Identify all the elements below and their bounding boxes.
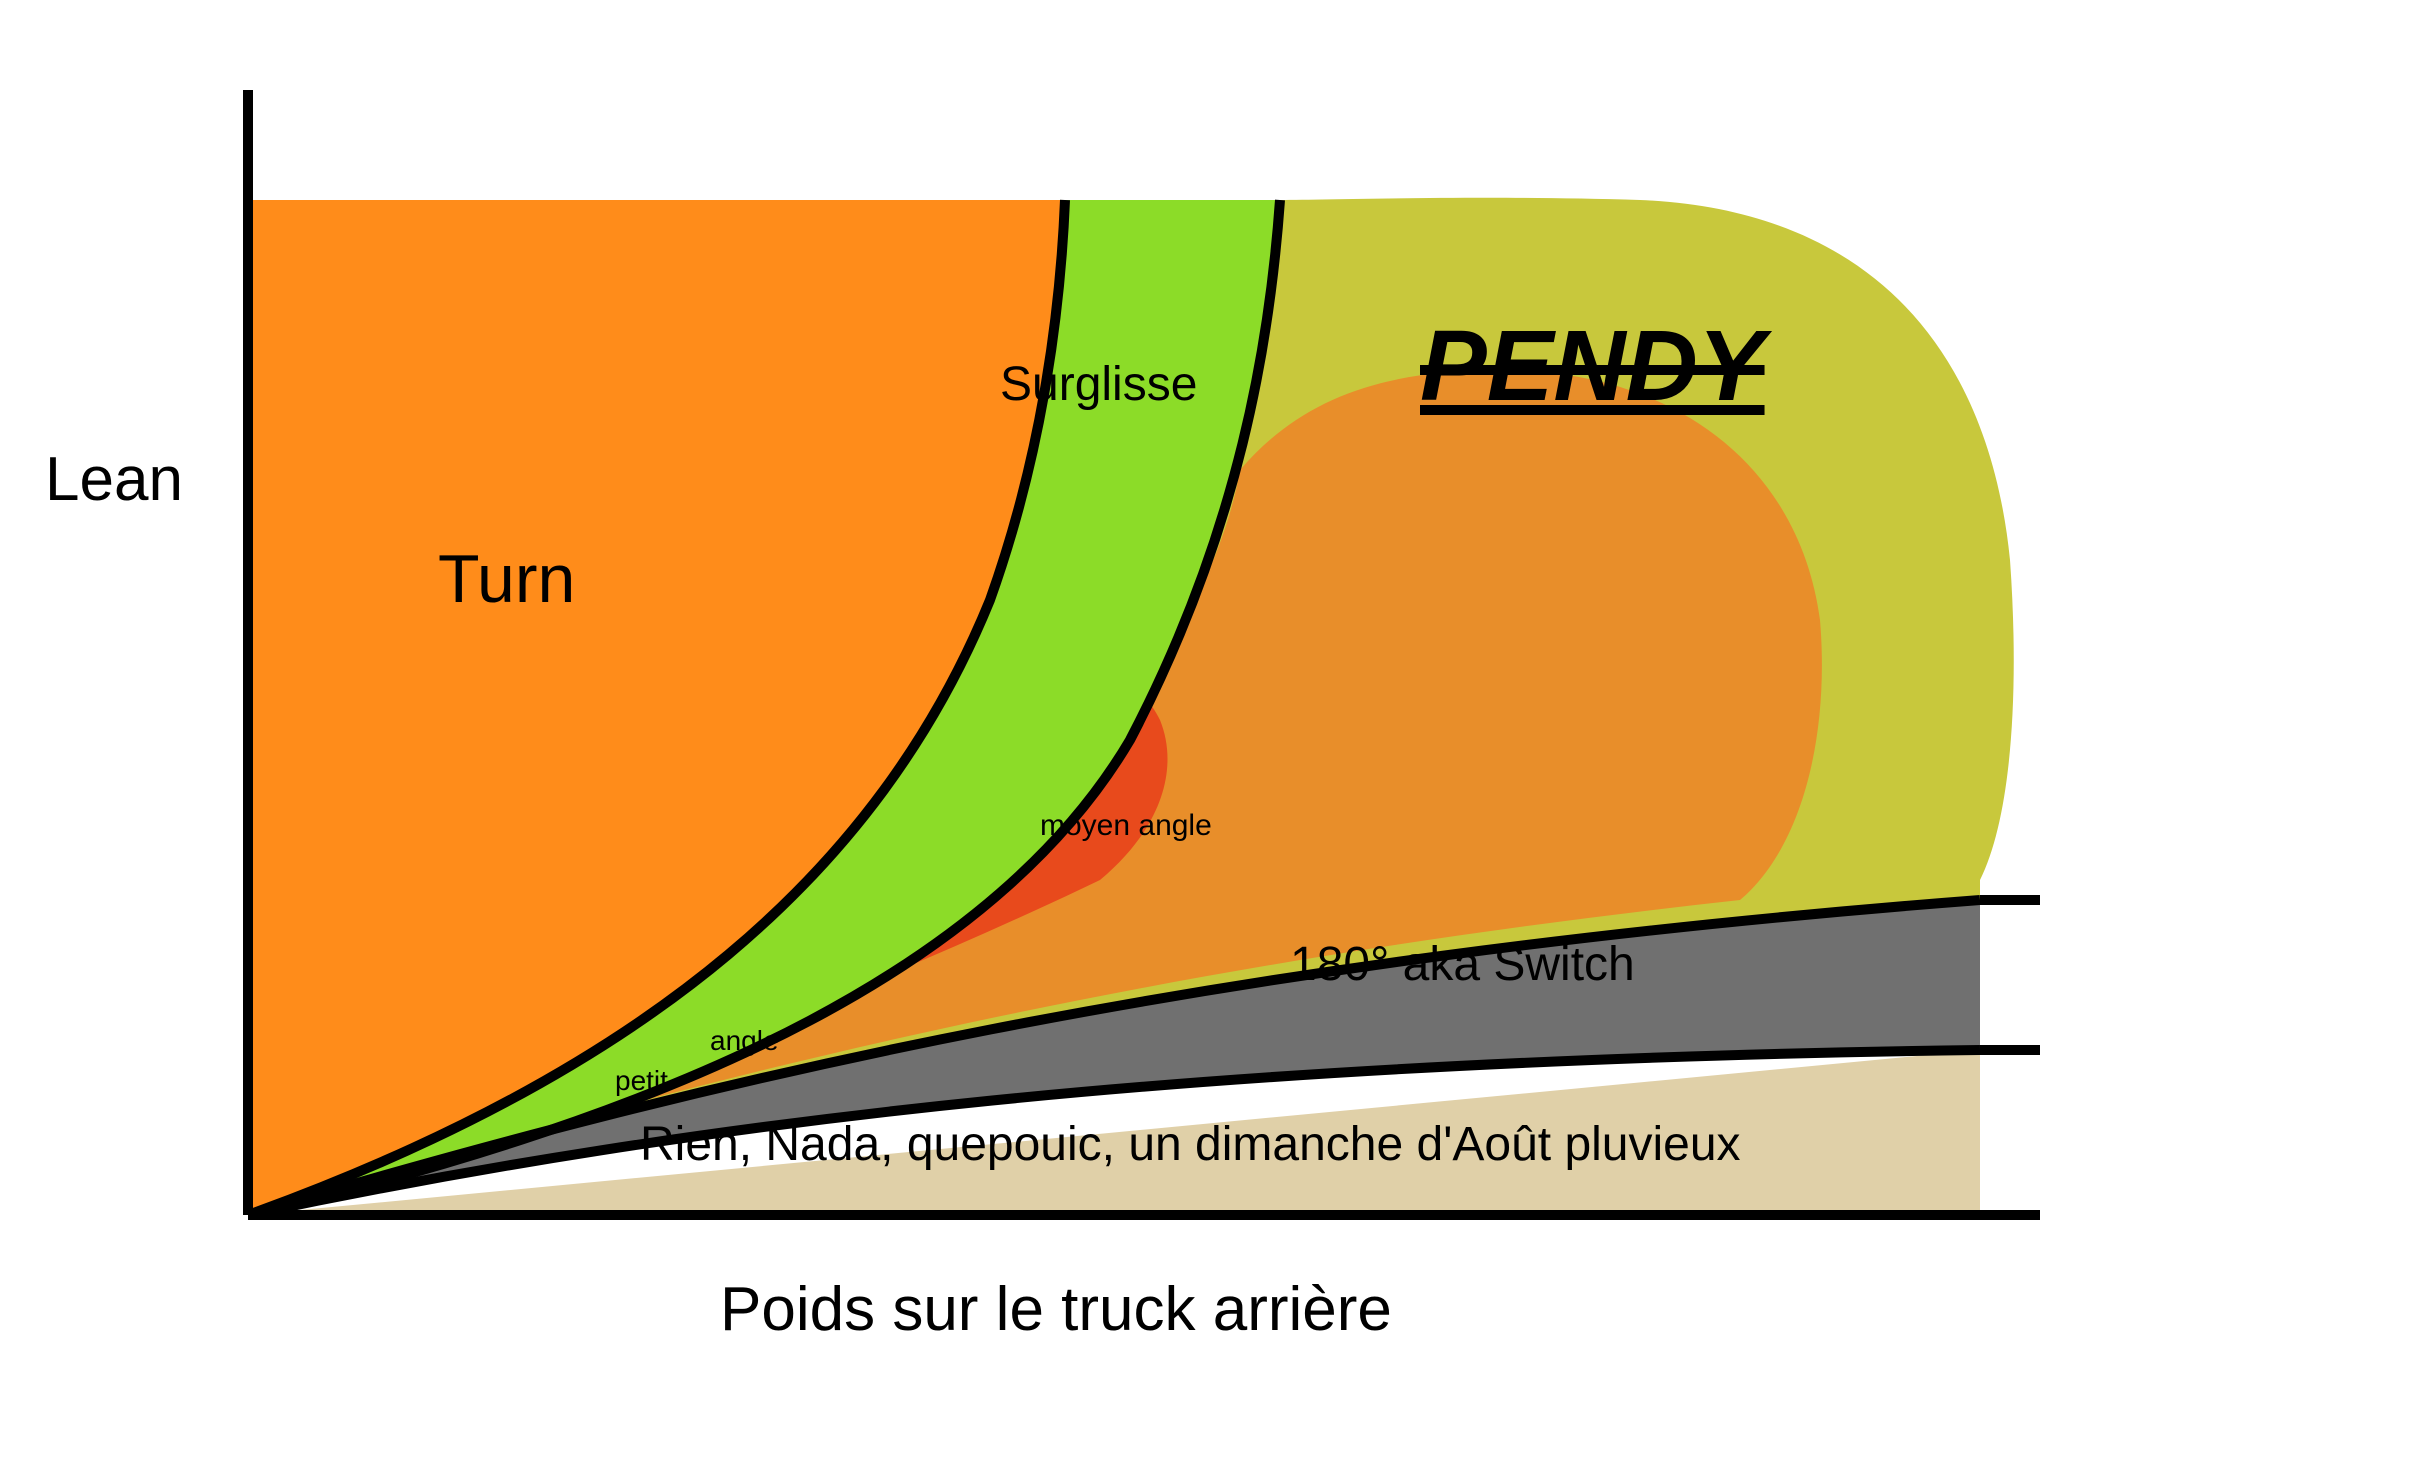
switch-label: 180° aka Switch xyxy=(1290,938,1635,991)
x-axis-label: Poids sur le truck arrière xyxy=(720,1275,1392,1344)
surglisse-label: Surglisse xyxy=(1000,358,1197,411)
turn-label: Turn xyxy=(438,541,575,617)
petit-angle-label-1: angle xyxy=(710,1025,779,1056)
lean-weight-diagram: Lean Poids sur le truck arrière Turn Sur… xyxy=(0,0,2412,1476)
nada-label: Rien, Nada, quepouic, un dimanche d'Août… xyxy=(640,1118,1741,1171)
petit-angle-label-2: petit xyxy=(615,1065,668,1096)
moyen-angle-label: moyen angle xyxy=(1040,809,1212,842)
y-axis-label: Lean xyxy=(45,445,183,514)
pendy-label: PENDY xyxy=(1420,310,1773,422)
